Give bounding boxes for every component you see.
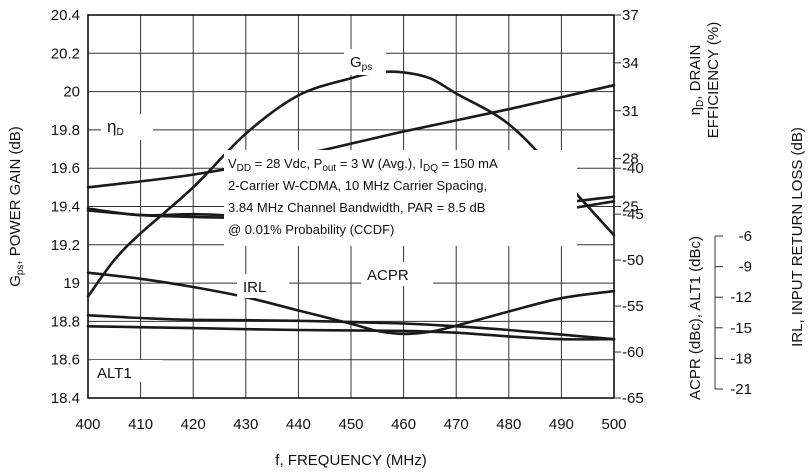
- y-acpr-tick-label: -55: [622, 298, 644, 315]
- annotation-line: 3.84 MHz Channel Bandwidth, PAR = 8.5 dB: [228, 200, 485, 215]
- series-label-alt1: ALT1: [97, 365, 132, 382]
- series-label-bg: [237, 274, 289, 298]
- series-label-irl: IRL: [243, 279, 266, 296]
- y-left-tick-label: 18.4: [51, 390, 80, 407]
- series-label-bg: [361, 262, 433, 286]
- x-tick-label: 500: [601, 416, 626, 433]
- x-tick-label: 440: [286, 416, 311, 433]
- series-line-alt1-2: [86, 314, 616, 341]
- x-tick-label: 430: [233, 416, 258, 433]
- x-tick-label: 470: [444, 416, 469, 433]
- y-irl-tick-label: -15: [730, 320, 752, 337]
- y-eff-tick-label: 28: [622, 151, 639, 168]
- x-tick-label: 460: [391, 416, 416, 433]
- y-left-tick-label: 20.2: [51, 45, 80, 62]
- y-eff-tick-label: 34: [622, 55, 639, 72]
- series-line-alt1: [86, 325, 616, 341]
- annotation-line: @ 0.01% Probability (CCDF): [228, 222, 394, 237]
- x-tick-label: 490: [549, 416, 574, 433]
- series-label-ηd: ηD: [107, 117, 124, 138]
- y-irl-tick-label: -6: [739, 228, 752, 245]
- annotation-line: VDD = 28 Vdc, Pout = 3 W (Avg.), IDQ = 1…: [228, 156, 498, 174]
- y-irl-tick-label: -21: [730, 381, 752, 398]
- y-eff-tick-label: 37: [622, 7, 639, 24]
- y-left-tick-label: 19.4: [51, 199, 80, 216]
- y-acpr-axis-label: ACPR (dBc), ALT1 (dBc): [687, 236, 704, 400]
- y-left-tick-label: 20.4: [51, 7, 80, 24]
- x-tick-label: 420: [181, 416, 206, 433]
- series-label-bg: [101, 114, 153, 140]
- y-acpr-tick-label: -50: [622, 252, 644, 269]
- series-label-gps: Gps: [350, 54, 372, 73]
- y-eff-tick-label: 25: [622, 199, 639, 216]
- y-irl-axis-label-group: IRL, INPUT RETURN LOSS (dB): [789, 127, 806, 347]
- y-left-tick-label: 19.2: [51, 237, 80, 254]
- y-irl-tick-label: -9: [739, 259, 752, 276]
- series-label-bg: [344, 49, 386, 75]
- series-label-acpr: ACPR: [367, 267, 409, 284]
- y-left-tick-label: 19.8: [51, 122, 80, 139]
- y-left-axis-label-group: Gps, POWER GAIN (dB): [7, 126, 26, 287]
- y-acpr-axis-label-group: ACPR (dBc), ALT1 (dBc): [687, 236, 704, 400]
- x-tick-label: 450: [338, 416, 363, 433]
- x-tick-label: 400: [75, 416, 100, 433]
- x-tick-label: 480: [496, 416, 521, 433]
- y-left-tick-label: 20: [63, 84, 80, 101]
- x-axis-label: f, FREQUENCY (MHz): [275, 452, 426, 469]
- annotation-box: [224, 150, 577, 246]
- y-irl-axis-label: IRL, INPUT RETURN LOSS (dB): [789, 127, 806, 347]
- y-eff-axis-label-line2: EFFICIENCY (%): [705, 22, 722, 138]
- y-eff-axis-label-line1: ηD, DRAIN: [687, 45, 706, 116]
- x-tick-label: 410: [128, 416, 153, 433]
- series-line-ηd: [86, 83, 616, 189]
- y-eff-tick-label: 31: [622, 103, 639, 120]
- y-left-tick-label: 19.6: [51, 160, 80, 177]
- y-left-tick-label: 18.8: [51, 313, 80, 330]
- series-label-bg: [91, 360, 163, 382]
- y-acpr-tick-label: -60: [622, 344, 644, 361]
- y-acpr-tick-label: -40: [622, 160, 644, 177]
- y-left-axis-label: Gps, POWER GAIN (dB): [7, 126, 26, 287]
- y-irl-tick-label: -18: [730, 350, 752, 367]
- y-left-tick-label: 18.6: [51, 352, 80, 369]
- y-left-tick-label: 19: [63, 275, 80, 292]
- annotation-line: 2-Carrier W-CDMA, 10 MHz Carrier Spacing…: [228, 178, 487, 193]
- y-eff-axis-label-group: ηD, DRAIN EFFICIENCY (%): [687, 22, 722, 138]
- y-acpr-tick-label: -45: [622, 206, 644, 223]
- chart-labels: 400 410 420 430 440 450 460 470 480 490 500 f, FREQ…: [7, 7, 806, 469]
- y-acpr-tick-label: -65: [622, 390, 644, 407]
- y-irl-tick-label: -12: [730, 289, 752, 306]
